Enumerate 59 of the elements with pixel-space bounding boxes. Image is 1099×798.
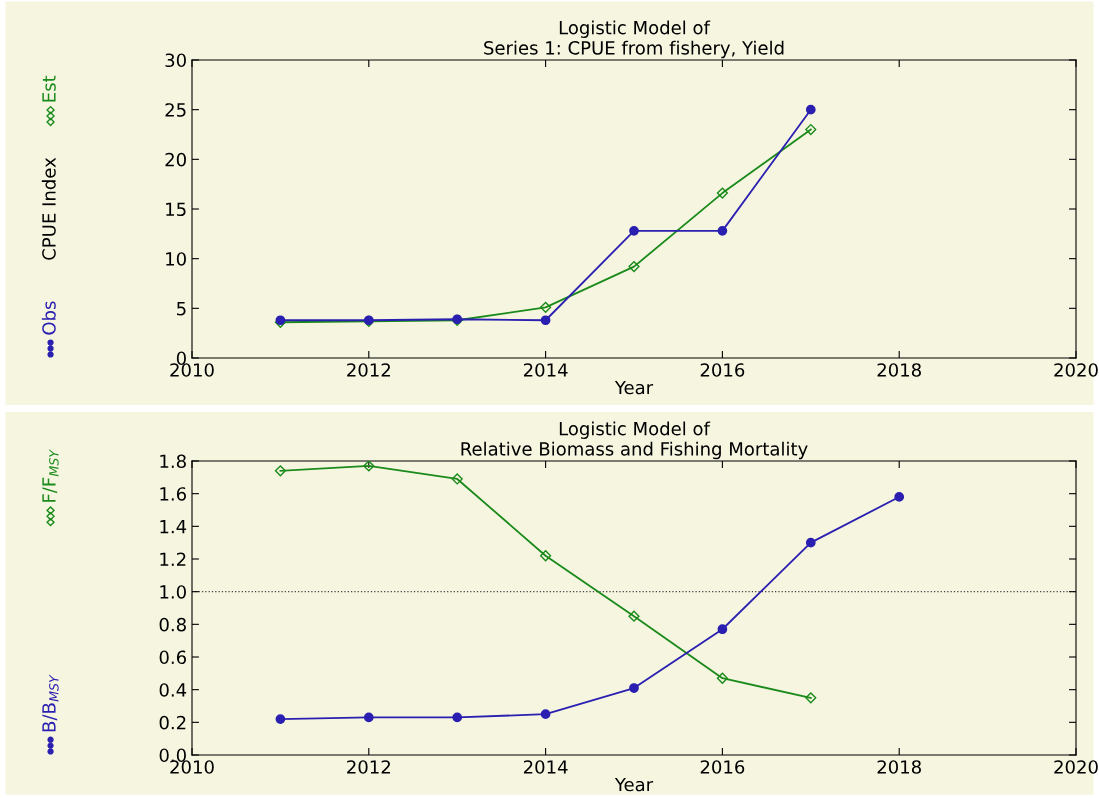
x-tick-label: 2016	[700, 363, 745, 377]
y-tick-label: 1.2	[160, 552, 186, 566]
x-axis-title: Year	[614, 380, 654, 395]
x-tick-label: 2020	[1054, 760, 1098, 774]
point	[363, 712, 374, 723]
point	[540, 709, 551, 720]
point	[629, 683, 639, 693]
point	[717, 225, 728, 236]
y-tick-label: 1.0	[160, 585, 186, 599]
y-tick-label: 0.6	[159, 650, 186, 665]
x-axis-title: Year	[614, 777, 654, 792]
point	[717, 624, 728, 635]
y-tick-label: 1.8	[160, 454, 186, 469]
point	[716, 672, 729, 684]
y-tick-label: 1.4	[160, 520, 187, 534]
y-tick-label: 20	[165, 152, 186, 167]
point	[894, 492, 905, 502]
y-tick-label: 30	[165, 53, 186, 68]
point	[274, 465, 287, 477]
chart-title: Logistic Model of Relative Biomass and Fishing Mortality	[461, 421, 808, 460]
text: B/B$_{MSY}$	[42, 674, 59, 732]
point	[629, 225, 639, 236]
point	[363, 461, 375, 472]
point	[275, 714, 286, 724]
point	[451, 473, 463, 485]
point	[540, 315, 551, 326]
y-tick-label: 1.6	[160, 487, 186, 501]
y-tick-label: 15	[166, 202, 186, 217]
point	[628, 261, 640, 273]
chart-title: Logistic Model of Series 1: CPUE from fishery, Yield	[484, 20, 784, 59]
y-tick-label: 0.0	[159, 748, 186, 763]
x-tick-label: 2012	[347, 363, 390, 377]
text: F/F$_{MSY}$	[42, 449, 59, 502]
y-tick-label: 5	[177, 302, 186, 316]
point	[539, 301, 552, 313]
text: Est	[42, 75, 56, 102]
x-tick-label: 2020	[1054, 363, 1098, 377]
point	[539, 550, 552, 562]
point	[805, 123, 817, 136]
point	[452, 712, 463, 723]
x-tick-label: 2016	[700, 760, 745, 774]
x-tick-label: 2012	[347, 760, 390, 774]
y-tick-label: 0.4	[159, 683, 187, 697]
x-tick-label: 2014	[523, 760, 568, 774]
point	[805, 104, 816, 115]
y-axis-title: CPUE Index	[41, 157, 56, 260]
point	[805, 537, 816, 548]
y-tick-label: 25	[165, 103, 186, 117]
text: Obs	[41, 301, 56, 335]
y-tick-label: 10	[166, 252, 186, 266]
point	[716, 187, 729, 199]
x-tick-label: 2010	[170, 760, 214, 774]
y-tick-label: 0.8	[159, 617, 186, 632]
x-tick-label: 2018	[877, 760, 921, 774]
x-tick-label: 2014	[523, 363, 568, 377]
point	[805, 692, 817, 704]
x-tick-label: 2018	[877, 363, 921, 377]
y-tick-label: 0.2	[159, 715, 186, 730]
point	[628, 610, 640, 622]
